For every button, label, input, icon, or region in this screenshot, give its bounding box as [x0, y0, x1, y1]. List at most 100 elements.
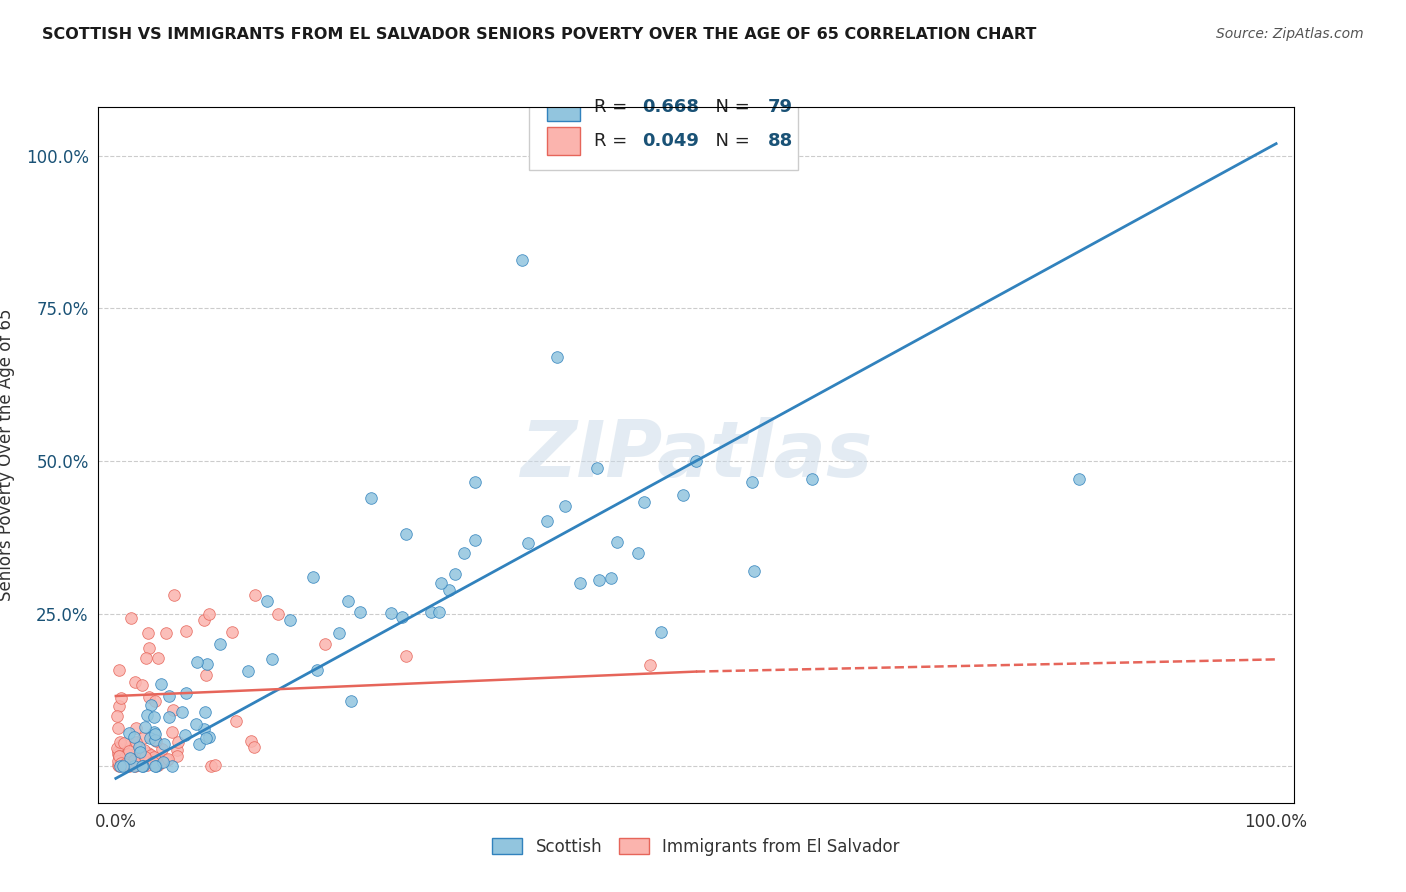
Point: [236, 664, 259, 678]
Point: [125, 721, 148, 735]
Point: [122, 757, 145, 772]
Point: [120, 611, 142, 625]
Point: [108, 758, 131, 772]
Point: [131, 678, 153, 692]
Point: [105, 709, 128, 723]
Point: [163, 588, 186, 602]
Point: [162, 703, 184, 717]
Point: [314, 637, 336, 651]
Point: [633, 495, 655, 509]
Text: R =: R =: [595, 132, 633, 150]
Point: [143, 759, 166, 773]
Text: ZIPatlas: ZIPatlas: [520, 417, 872, 493]
Point: [243, 588, 266, 602]
Point: [152, 755, 174, 769]
Text: N =: N =: [704, 97, 756, 116]
Point: [391, 609, 413, 624]
Point: [195, 668, 218, 682]
FancyBboxPatch shape: [547, 93, 581, 120]
Point: [256, 594, 278, 608]
Point: [194, 705, 217, 719]
Point: [143, 710, 166, 724]
Point: [650, 624, 672, 639]
Point: [128, 739, 150, 754]
Text: R =: R =: [595, 97, 633, 116]
Point: [108, 749, 131, 764]
Point: [124, 759, 146, 773]
Point: [174, 728, 197, 742]
Point: [112, 750, 135, 764]
Point: [136, 754, 159, 768]
Point: [134, 750, 156, 764]
Point: [105, 740, 128, 755]
Point: [155, 753, 177, 767]
Point: [152, 742, 174, 756]
Point: [143, 693, 166, 707]
Point: [129, 751, 152, 765]
Point: [145, 734, 167, 748]
Point: [112, 758, 135, 772]
Point: [125, 735, 148, 749]
Point: [107, 757, 129, 772]
Text: Source: ZipAtlas.com: Source: ZipAtlas.com: [1216, 27, 1364, 41]
Point: [118, 758, 141, 772]
Point: [114, 756, 136, 771]
Point: [546, 351, 568, 365]
Point: [129, 756, 152, 771]
Point: [156, 752, 179, 766]
Point: [150, 755, 173, 769]
Point: [108, 699, 131, 714]
Point: [118, 737, 141, 751]
Point: [153, 737, 176, 751]
Point: [107, 747, 129, 762]
Point: [107, 744, 129, 758]
Text: SCOTTISH VS IMMIGRANTS FROM EL SALVADOR SENIORS POVERTY OVER THE AGE OF 65 CORRE: SCOTTISH VS IMMIGRANTS FROM EL SALVADOR …: [42, 27, 1036, 42]
Point: [197, 607, 219, 621]
Point: [118, 749, 141, 764]
Point: [107, 721, 129, 735]
Point: [395, 649, 418, 664]
Point: [120, 757, 142, 772]
Point: [148, 758, 170, 772]
Point: [302, 570, 325, 584]
Point: [305, 664, 328, 678]
Point: [174, 624, 197, 638]
Point: [170, 705, 193, 719]
Point: [260, 652, 283, 666]
Point: [118, 726, 141, 740]
Point: [166, 748, 188, 763]
Point: [134, 742, 156, 756]
Text: N =: N =: [704, 132, 756, 150]
Point: [124, 755, 146, 769]
Point: [186, 656, 208, 670]
Point: [143, 725, 166, 739]
Legend: Scottish, Immigrants from El Salvador: Scottish, Immigrants from El Salvador: [484, 830, 908, 864]
Point: [193, 613, 215, 627]
Point: [124, 753, 146, 767]
Point: [111, 759, 134, 773]
Point: [685, 454, 707, 468]
Point: [278, 613, 301, 627]
Point: [141, 698, 163, 712]
Point: [138, 690, 160, 705]
Point: [157, 689, 180, 703]
Point: [339, 694, 361, 708]
Point: [439, 582, 461, 597]
Point: [239, 734, 262, 748]
Point: [112, 735, 135, 749]
Point: [554, 500, 576, 514]
Point: [122, 759, 145, 773]
Point: [118, 751, 141, 765]
Point: [143, 727, 166, 741]
Point: [131, 759, 153, 773]
Point: [108, 759, 131, 773]
Point: [117, 744, 139, 758]
Point: [243, 739, 266, 754]
Point: [160, 759, 183, 773]
Point: [127, 752, 149, 766]
Text: 0.668: 0.668: [643, 97, 699, 116]
Point: [143, 752, 166, 766]
Point: [204, 758, 226, 772]
Point: [114, 749, 136, 764]
Point: [136, 755, 159, 769]
